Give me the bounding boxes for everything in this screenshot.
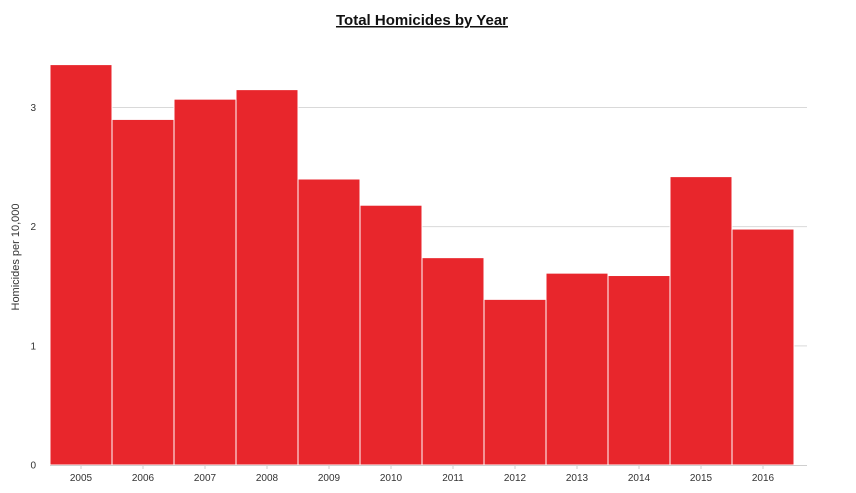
x-tick-label: 2008	[256, 473, 279, 484]
bar-2012	[483, 298, 547, 466]
x-tick-label: 2016	[752, 473, 775, 484]
x-tick-label: 2013	[566, 473, 589, 484]
bar-2007	[173, 98, 237, 466]
x-tick-label: 2007	[194, 473, 217, 484]
x-tick-label: 2015	[690, 473, 713, 484]
bars	[49, 64, 795, 466]
bar-2016	[731, 228, 795, 466]
x-tick-label: 2014	[628, 473, 651, 484]
bar-2014	[607, 275, 671, 466]
x-tick-label: 2010	[380, 473, 403, 484]
bar-2013	[545, 272, 609, 466]
y-tick-label: 2	[30, 222, 36, 233]
axes: 0 1 2 3 2005 2006 2007 2008 2009 2010 2011 2012 2013…	[30, 103, 807, 484]
x-tick-label: 2009	[318, 473, 341, 484]
x-tick-label: 2012	[504, 473, 527, 484]
x-tick-label: 2006	[132, 473, 155, 484]
x-tick-label: 2011	[442, 473, 464, 484]
bar-2008	[235, 89, 299, 466]
chart-title: Total Homicides by Year	[336, 12, 508, 29]
y-axis-label: Homicides per 10,000	[10, 203, 22, 310]
x-tick-label: 2005	[70, 473, 93, 484]
bar-2010	[359, 204, 423, 466]
bar-2009	[297, 178, 361, 466]
bar-2006	[111, 118, 175, 466]
bar-2005	[49, 64, 113, 466]
y-tick-label: 0	[30, 461, 36, 472]
bar-2011	[421, 257, 485, 466]
bar-2015	[669, 176, 733, 466]
y-tick-label: 3	[30, 103, 36, 114]
y-tick-label: 1	[30, 341, 36, 352]
